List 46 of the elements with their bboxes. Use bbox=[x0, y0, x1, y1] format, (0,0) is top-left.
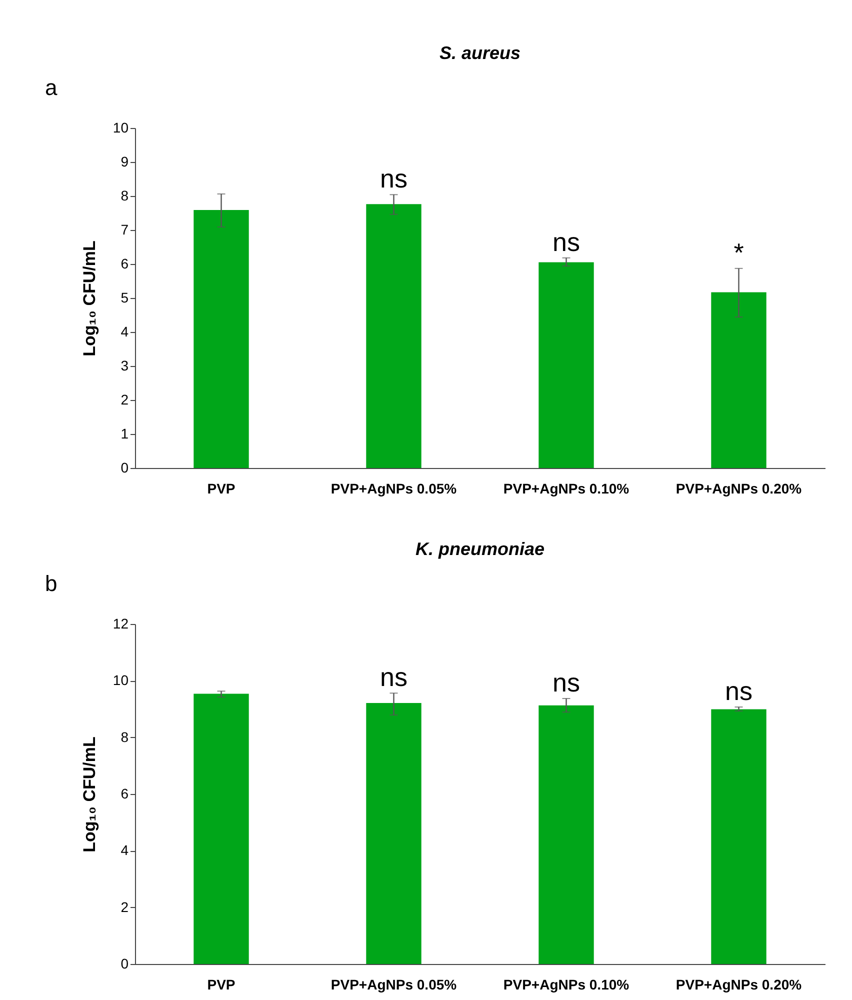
y-tick-label: 0 bbox=[120, 460, 129, 476]
annotation: ns bbox=[552, 668, 580, 698]
chart-title: S. aureus bbox=[439, 43, 521, 63]
y-tick-label: 0 bbox=[120, 956, 129, 972]
x-tick-label: PVP+AgNPs 0.05% bbox=[330, 976, 458, 992]
text: b bbox=[45, 571, 58, 596]
x-tick-label: PVP+AgNPs 0.05% bbox=[330, 480, 458, 496]
bar bbox=[366, 703, 422, 964]
bar bbox=[538, 262, 594, 468]
x-tick-label: PVP+AgNPs 0.20% bbox=[676, 976, 802, 992]
annotation: ns bbox=[725, 676, 752, 706]
x-tick-label: PVP+AgNPs 0.10% bbox=[503, 480, 630, 496]
y-tick-label: 4 bbox=[120, 324, 129, 340]
y-tick-label: 12 bbox=[112, 616, 129, 632]
y-tick-label: 1 bbox=[120, 426, 129, 442]
annotation: * bbox=[734, 237, 744, 268]
y-tick-label: 8 bbox=[120, 188, 129, 204]
text: a bbox=[45, 75, 58, 100]
y-axis-title: Log₁₀ CFU/mL bbox=[80, 736, 99, 852]
x-tick-label: PVP bbox=[207, 480, 236, 496]
y-tick-label: 10 bbox=[112, 672, 129, 688]
bar bbox=[194, 210, 249, 468]
y-axis-title: Log₁₀ CFU/mL bbox=[80, 240, 99, 356]
y-tick-label: 6 bbox=[120, 256, 129, 272]
y-tick-label: 6 bbox=[120, 786, 129, 802]
bar bbox=[711, 709, 766, 964]
x-tick-label: PVP+AgNPs 0.20% bbox=[676, 480, 802, 496]
x-tick-label: PVP+AgNPs 0.10% bbox=[503, 976, 630, 992]
y-tick-label: 2 bbox=[120, 392, 129, 408]
y-tick-label: 5 bbox=[120, 290, 129, 306]
bar bbox=[194, 694, 249, 964]
chart-title: K. pneumoniae bbox=[415, 539, 545, 559]
y-tick-label: 3 bbox=[120, 358, 129, 374]
bar bbox=[711, 292, 766, 468]
annotation: ns bbox=[380, 662, 408, 692]
y-tick-label: 7 bbox=[120, 222, 129, 238]
x-tick-label: PVP bbox=[207, 976, 236, 992]
y-tick-label: 4 bbox=[120, 842, 129, 858]
annotation: ns bbox=[380, 164, 408, 194]
y-tick-label: 10 bbox=[112, 120, 129, 136]
y-tick-label: 9 bbox=[120, 154, 129, 170]
bar bbox=[538, 705, 594, 964]
y-tick-label: 2 bbox=[120, 898, 129, 915]
annotation: ns bbox=[552, 226, 580, 257]
bar bbox=[366, 204, 422, 468]
y-tick-label: 8 bbox=[120, 728, 129, 745]
